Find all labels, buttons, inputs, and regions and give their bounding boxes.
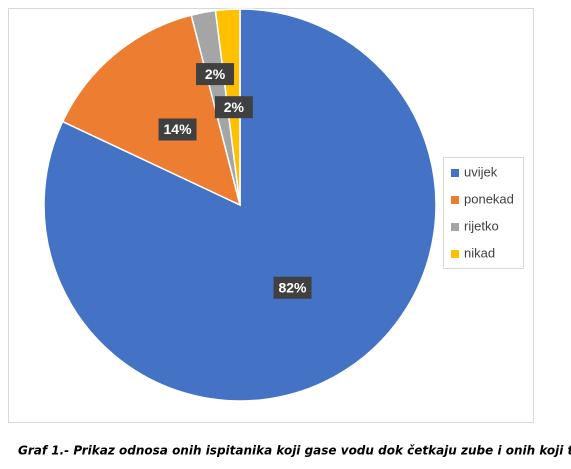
data-label-box — [158, 118, 197, 141]
legend-swatch — [451, 196, 459, 204]
data-label-box — [196, 63, 235, 86]
caption: Graf 1.- Prikaz odnosa onih ispitanika k… — [18, 444, 571, 458]
legend-label: ponekad — [464, 191, 514, 206]
legend-swatch — [451, 250, 459, 258]
data-label: 82% — [278, 279, 307, 295]
legend-label: nikad — [464, 245, 495, 260]
legend-label: uvijek — [464, 164, 498, 179]
legend-swatch — [451, 223, 459, 231]
data-label: 2% — [224, 99, 245, 115]
data-label: 14% — [164, 121, 193, 137]
legend-label: rijetko — [464, 218, 499, 233]
legend-swatch — [451, 169, 459, 177]
data-label-box — [273, 276, 312, 299]
data-label: 2% — [205, 66, 226, 82]
data-label-box — [214, 96, 253, 119]
pie-slice — [61, 14, 242, 207]
